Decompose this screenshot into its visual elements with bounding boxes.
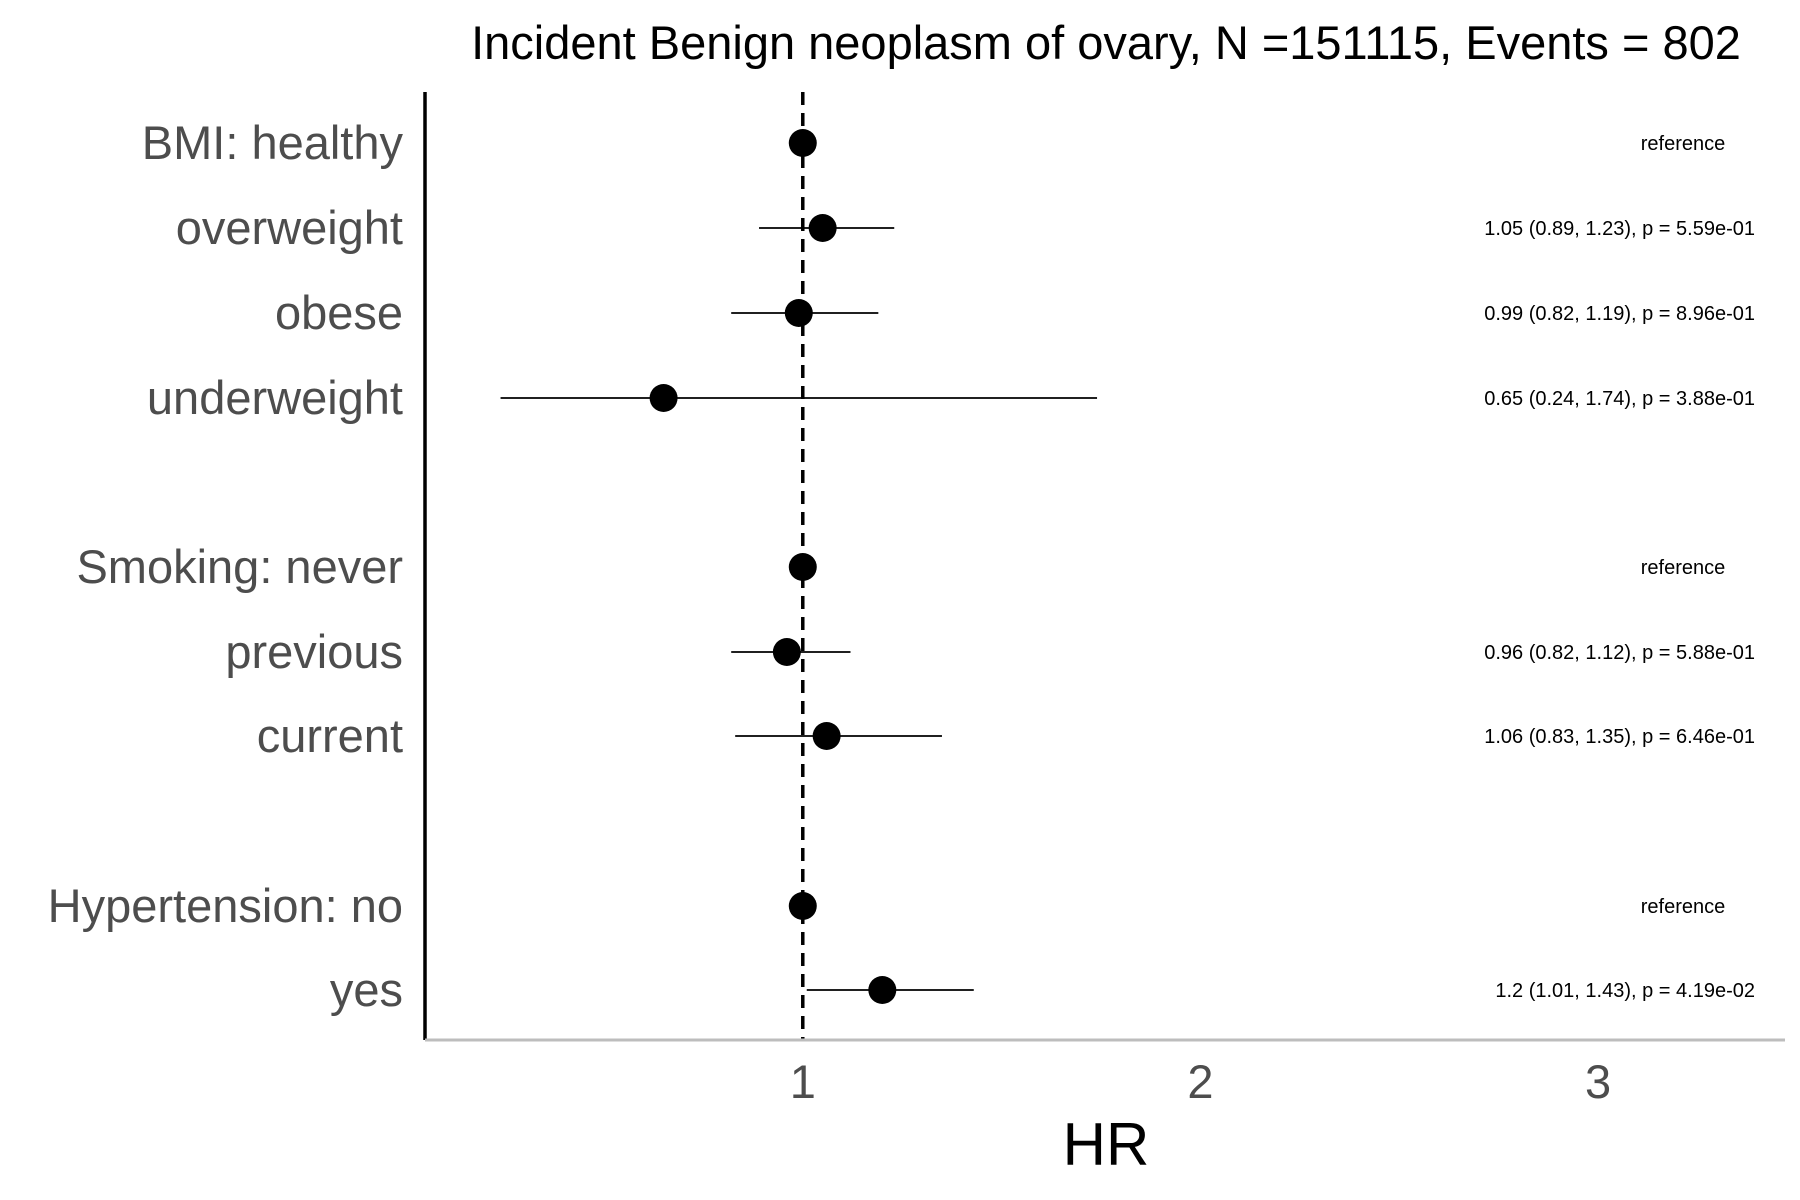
row-label: BMI: healthy [142,116,404,169]
row-label: Hypertension: no [48,879,403,932]
hr-point [808,214,837,242]
hr-point [649,384,678,412]
row-label: yes [330,963,403,1016]
row-label: obese [275,286,403,339]
row-annotation: 1.06 (0.83, 1.35), p = 6.46e-01 [1484,726,1755,748]
row-annotation: 0.96 (0.82, 1.12), p = 5.88e-01 [1484,642,1755,664]
row-annotation: 1.05 (0.89, 1.23), p = 5.59e-01 [1484,218,1755,240]
row-label: overweight [176,201,403,254]
rows-layer: BMI: healthy reference overweight 1.05 (0.8… [48,116,1755,1016]
hr-point [812,722,841,750]
row-annotation: 0.99 (0.82, 1.19), p = 8.96e-01 [1484,303,1755,325]
row-label: previous [225,625,403,678]
row-annotation: reference [1641,557,1726,579]
row-label: Smoking: never [76,540,403,593]
chart-title: Incident Benign neoplasm of ovary, N =15… [471,16,1741,69]
row-label: current [257,709,403,762]
row-label: underweight [147,371,403,424]
row-annotation: reference [1641,896,1726,918]
hr-point [868,976,897,1004]
hr-point [788,892,817,920]
row-annotation: 0.65 (0.24, 1.74), p = 3.88e-01 [1484,388,1755,410]
x-tick-label: 2 [1187,1055,1213,1108]
x-tick-label: 1 [790,1055,816,1108]
row-annotation: reference [1641,133,1726,155]
row-annotation: 1.2 (1.01, 1.43), p = 4.19e-02 [1495,980,1755,1002]
hr-point [784,299,813,327]
axes-layer: 1 2 3 [423,92,1785,1108]
hr-point [772,638,801,666]
x-tick-label: 3 [1585,1055,1611,1108]
x-axis-title: HR [1063,1111,1150,1178]
